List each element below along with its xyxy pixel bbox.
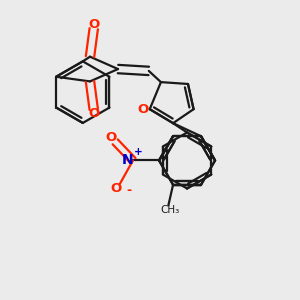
Text: O: O xyxy=(88,107,100,120)
Text: O: O xyxy=(88,18,100,31)
Text: O: O xyxy=(138,103,149,116)
Text: O: O xyxy=(110,182,122,195)
Text: CH₃: CH₃ xyxy=(160,205,180,215)
Text: O: O xyxy=(106,131,117,144)
Text: N: N xyxy=(122,154,134,167)
Text: +: + xyxy=(134,147,142,157)
Text: -: - xyxy=(127,184,132,197)
